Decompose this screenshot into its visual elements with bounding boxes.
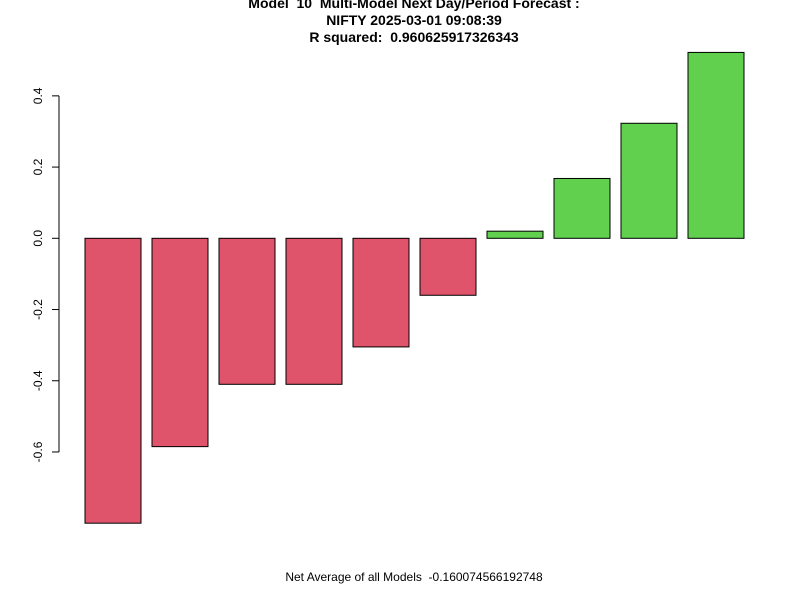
y-tick-label: -0.4 <box>31 370 45 391</box>
y-tick-label: 0.0 <box>31 230 45 247</box>
bar <box>620 122 678 239</box>
y-tick-label: 0.2 <box>31 158 45 175</box>
bar <box>687 51 745 239</box>
bar <box>151 237 209 448</box>
bar <box>352 237 410 348</box>
chart-title-line-1: Model 10 Multi-Model Next Day/Period For… <box>248 0 580 11</box>
net-average-label: Net Average of all Models -0.16007456619… <box>285 570 543 584</box>
y-tick-label: 0.4 <box>31 87 45 104</box>
bar <box>553 177 611 239</box>
bar <box>486 230 544 239</box>
bar <box>285 237 343 385</box>
y-tick-label: -0.6 <box>31 441 45 462</box>
chart-title: Model 10 Multi-Model Next Day/Period For… <box>0 0 800 46</box>
bar <box>218 237 276 385</box>
bars <box>84 51 745 524</box>
y-tick-label: -0.2 <box>31 299 45 320</box>
chart-title-line-2: NIFTY 2025-03-01 09:08:39 <box>326 12 502 28</box>
y-axis: -0.6 -0.4 -0.2 0.0 0.2 0.4 <box>31 87 60 462</box>
bar <box>84 237 142 524</box>
chart-title-line-3: R squared: 0.960625917326343 <box>309 29 519 45</box>
bar <box>419 237 477 296</box>
